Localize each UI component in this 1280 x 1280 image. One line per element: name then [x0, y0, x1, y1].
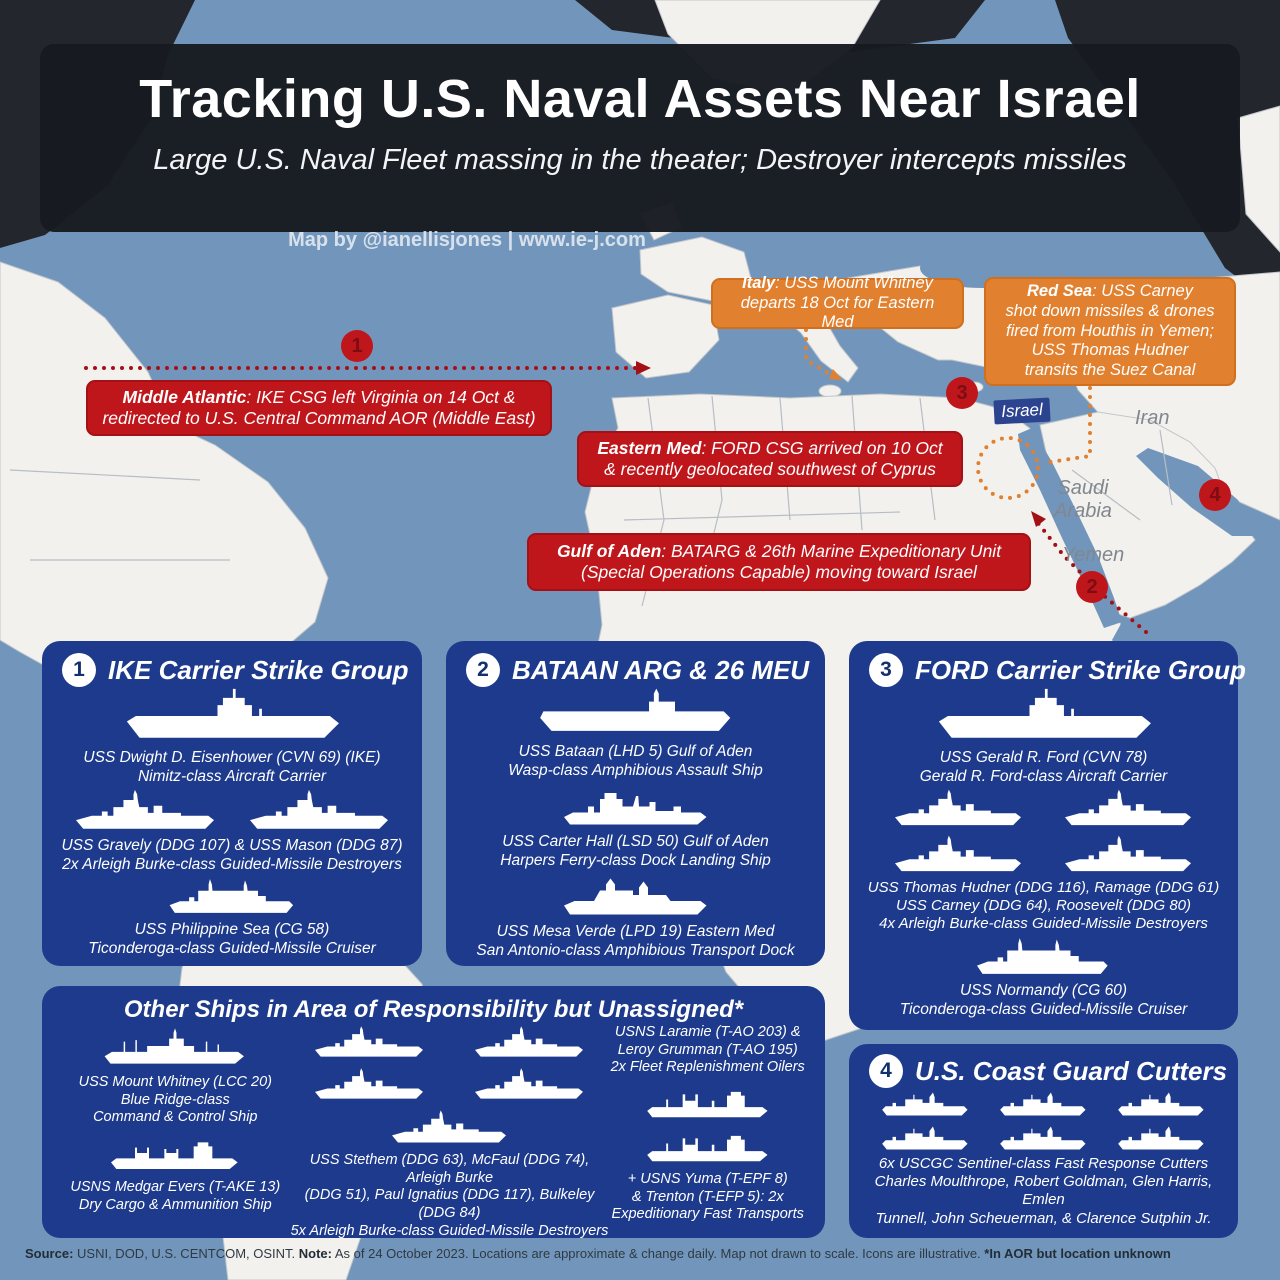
callout-lead: Red Sea	[1026, 282, 1093, 301]
ship-caption: USS Mesa Verde (LPD 19) Eastern Med San …	[476, 922, 795, 959]
source-note: Source: USNI, DOD, U.S. CENTCOM, OSINT. …	[0, 1246, 1280, 1261]
orange-route-arrows	[829, 369, 842, 380]
cruiser-silhouette	[167, 875, 297, 917]
other-ships-column-middle: USS Stethem (DDG 63), McFaul (DDG 74), A…	[291, 1024, 609, 1240]
ship-caption: USS Thomas Hudner (DDG 116), Ramage (DDG…	[867, 878, 1220, 933]
destroyer-silhouette	[456, 1066, 602, 1102]
callout-text: : BATARG & 26th Marine Expeditionary Uni…	[581, 541, 1002, 582]
map-marker-3: 3	[946, 377, 978, 409]
aor-note: *In AOR but location unknown	[984, 1246, 1171, 1261]
ship-caption: USS Bataan (LHD 5) Gulf of Aden Wasp-cla…	[508, 743, 763, 779]
callout-lead: Middle Atlantic	[122, 387, 247, 407]
callout-red-sea: Red Sea: USS Carney shot down missiles &…	[984, 277, 1236, 386]
ship-caption: USS Gravely (DDG 107) & USS Mason (DDG 8…	[61, 836, 403, 873]
oiler-silhouette	[623, 1083, 793, 1121]
amphibious-assault-ship-silhouette	[530, 687, 742, 739]
ship-caption: USS Mount Whitney (LCC 20) Blue Ridge-cl…	[78, 1074, 272, 1126]
other-ships-column-right: USNS Laramie (T-AO 203) & Leroy Grumman …	[608, 1024, 807, 1224]
map-marker-4: 4	[1199, 479, 1231, 511]
cargo-ship-silhouette	[96, 1133, 254, 1173]
source-text: USNI, DOD, U.S. CENTCOM, OSINT.	[73, 1246, 299, 1261]
panel-title: IKE Carrier Strike Group	[108, 654, 409, 685]
cutter-silhouette	[1112, 1123, 1212, 1153]
ship-caption: USS Philippine Sea (CG 58) Ticonderoga-c…	[88, 920, 376, 957]
destroyer-silhouette	[884, 787, 1032, 829]
ship-caption: USNS Laramie (T-AO 203) & Leroy Grumman …	[610, 1024, 805, 1076]
panel-title: Other Ships in Area of Responsibility bu…	[123, 996, 744, 1023]
label-israel: Israel	[993, 397, 1051, 425]
red-route-lines	[84, 366, 1148, 634]
callout-text: : USS Mount Whitney departs 18 Oct for E…	[740, 273, 935, 332]
panel-title: FORD Carrier Strike Group	[915, 654, 1246, 685]
cruiser-silhouette	[968, 934, 1118, 978]
destroyer-silhouette	[456, 1024, 602, 1060]
panel-title: BATAAN ARG & 26 MEU	[512, 654, 810, 685]
title-banner: Tracking U.S. Naval Assets Near Israel L…	[40, 44, 1240, 232]
destroyer-silhouette	[69, 787, 221, 833]
callout-lead: Italy	[742, 273, 776, 292]
panel-ford-csg: 3 FORD Carrier Strike Group USS Gerald R…	[849, 641, 1246, 1030]
label-iran: Iran	[1135, 407, 1170, 429]
destroyer-silhouette	[243, 787, 395, 833]
callout-middle-atlantic: Middle Atlantic: IKE CSG left Virginia o…	[86, 380, 552, 436]
oiler-silhouette	[623, 1127, 793, 1165]
dock-landing-ship-silhouette	[536, 781, 736, 829]
panel-ike-csg: 1 IKE Carrier Strike Group USS Dwight D.…	[42, 641, 422, 966]
carrier-silhouette	[904, 687, 1184, 745]
red-route-arrows	[636, 361, 1046, 527]
callout-italy: Italy: USS Mount Whitney departs 18 Oct …	[711, 274, 964, 331]
panel-title: U.S. Coast Guard Cutters	[915, 1055, 1228, 1086]
destroyer-silhouette	[296, 1066, 442, 1102]
panel-uscg-cutters: 4 U.S. Coast Guard Cutters 6x USCGC Sent…	[849, 1044, 1238, 1238]
ship-caption: USS Gerald R. Ford (CVN 78) Gerald R. Fo…	[919, 749, 1168, 785]
ship-caption: USS Stethem (DDG 63), McFaul (DDG 74), A…	[290, 1152, 609, 1239]
callout-text: : USS Carney shot down missiles & drones…	[1005, 282, 1215, 380]
cutter-silhouette	[994, 1123, 1094, 1153]
ship-caption: USNS Medgar Evers (T-AKE 13) Dry Cargo &…	[70, 1179, 281, 1213]
callout-gulf-of-aden: Gulf of Aden: BATARG & 26th Marine Exped…	[527, 533, 1031, 591]
label-yemen: Yemen	[1062, 544, 1125, 566]
callout-lead: Eastern Med	[597, 438, 702, 458]
destroyer-silhouette	[884, 833, 1032, 875]
ship-caption: + USNS Yuma (T-EPF 8) & Trenton (T-EFP 5…	[611, 1171, 804, 1223]
destroyer-silhouette	[296, 1024, 442, 1060]
note-text: As of 24 October 2023. Locations are app…	[331, 1246, 985, 1261]
orange-route-lines	[804, 328, 1092, 500]
panel-number: 3	[869, 653, 903, 687]
note-label: Note:	[298, 1246, 332, 1261]
panel-bataan-arg: 2 BATAAN ARG & 26 MEU USS Bataan (LHD 5)…	[446, 641, 825, 966]
other-ships-column-left: USS Mount Whitney (LCC 20) Blue Ridge-cl…	[60, 1024, 291, 1214]
page-subtitle: Large U.S. Naval Fleet massing in the th…	[153, 144, 1127, 176]
callout-text: : IKE CSG left Virginia on 14 Oct & redi…	[102, 387, 536, 428]
map-marker-1: 1	[341, 330, 373, 362]
callout-lead: Gulf of Aden	[556, 541, 662, 561]
map-credit: Map by @ianellisjones | www.ie-j.com	[288, 229, 646, 251]
cutter-silhouette	[1112, 1089, 1212, 1119]
ship-caption: USS Carter Hall (LSD 50) Gulf of Aden Ha…	[500, 832, 771, 869]
transport-dock-silhouette	[536, 871, 736, 919]
command-ship-silhouette	[80, 1024, 270, 1068]
source-label: Source:	[25, 1246, 74, 1261]
map-marker-2: 2	[1076, 571, 1108, 603]
panel-other-ships: Other Ships in Area of Responsibility bu…	[42, 986, 825, 1240]
page-title: Tracking U.S. Naval Assets Near Israel	[139, 69, 1141, 129]
destroyer-silhouette	[371, 1108, 527, 1146]
destroyer-silhouette	[1054, 787, 1202, 829]
panel-number: 4	[869, 1054, 903, 1088]
ship-caption: 6x USCGC Sentinel-class Fast Response Cu…	[874, 1154, 1213, 1227]
callout-eastern-med: Eastern Med: FORD CSG arrived on 10 Oct …	[577, 431, 963, 487]
callout-text: : FORD CSG arrived on 10 Oct & recently …	[604, 438, 943, 479]
panel-number: 2	[466, 653, 500, 687]
carrier-silhouette	[98, 687, 366, 745]
ship-caption: USS Normandy (CG 60) Ticonderoga-class G…	[899, 981, 1188, 1018]
cutter-silhouette	[876, 1089, 976, 1119]
ship-caption: USS Dwight D. Eisenhower (CVN 69) (IKE) …	[83, 749, 381, 785]
destroyer-silhouette	[1054, 833, 1202, 875]
label-saudi-arabia: Saudi Arabia	[1054, 477, 1112, 522]
cutter-silhouette	[994, 1089, 1094, 1119]
cutter-silhouette	[876, 1123, 976, 1153]
panel-number: 1	[62, 653, 96, 687]
